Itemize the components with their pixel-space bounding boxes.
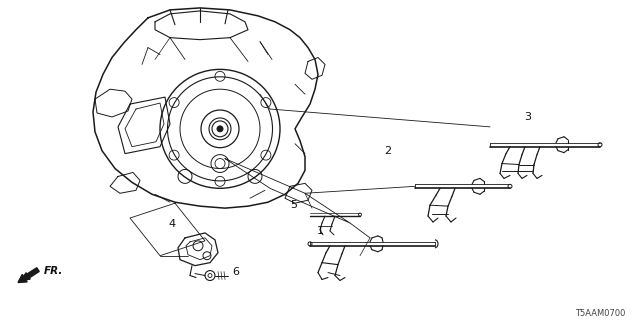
FancyArrow shape: [18, 268, 39, 283]
Text: 3: 3: [525, 112, 531, 122]
Circle shape: [217, 126, 223, 132]
Text: 6: 6: [232, 267, 239, 276]
Text: T5AAM0700: T5AAM0700: [575, 309, 625, 318]
Text: FR.: FR.: [44, 266, 63, 276]
Text: 5: 5: [291, 200, 298, 210]
Text: 2: 2: [385, 146, 392, 156]
Text: 4: 4: [168, 219, 175, 229]
Text: 1: 1: [317, 226, 323, 236]
